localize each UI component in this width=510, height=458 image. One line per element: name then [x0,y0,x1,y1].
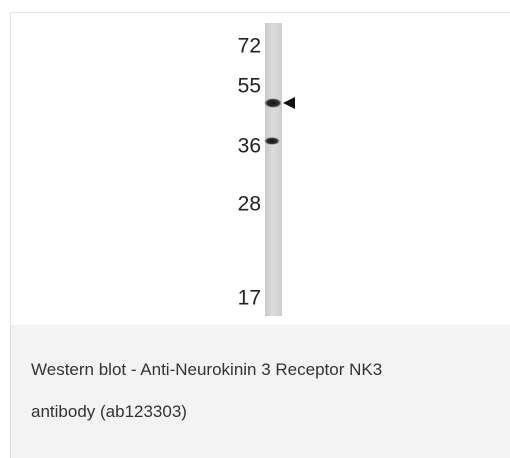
caption-text: Western blot - Anti-Neurokinin 3 Recepto… [31,349,431,433]
blot-lane [265,23,282,316]
page: 72 55 36 28 17 Western blot - Anti-Neuro… [0,0,510,458]
band-arrow [283,97,295,109]
marker-label: 28 [238,193,261,216]
marker-label: 36 [238,135,261,158]
blot-image: 72 55 36 28 17 [11,13,509,324]
marker-label: 17 [238,287,261,310]
blot-figure: 72 55 36 28 17 [10,12,510,325]
marker-label: 72 [238,35,261,58]
caption-box: Western blot - Anti-Neurokinin 3 Recepto… [10,325,510,458]
marker-label: 55 [238,75,261,98]
blot-band [264,98,282,108]
blot-band [264,137,280,145]
